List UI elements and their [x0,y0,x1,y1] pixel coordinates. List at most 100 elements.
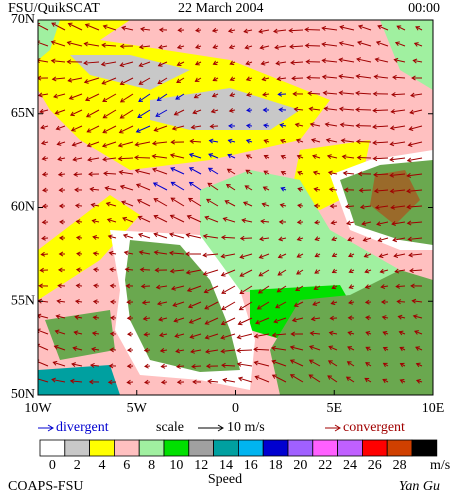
wind-vector [227,154,236,159]
wind-vector [364,377,372,383]
wind-vector [136,183,151,191]
wind-vector [52,77,66,80]
wind-vector [407,205,423,208]
wind-vector-head [245,138,251,144]
wind-vector [71,125,83,132]
wind-vector-head [66,40,72,46]
wind-vector-head [305,59,311,65]
wind-vector [120,109,134,119]
wind-vector-head [92,267,98,273]
wind-vector [121,27,134,31]
wind-vector-head [141,300,147,305]
wind-vector-head [109,267,114,273]
wind-vector-head [109,347,115,353]
wind-vector [139,251,151,255]
wind-vector [170,214,185,223]
wind-vector [189,153,202,159]
wind-vector [102,77,117,85]
wind-vector-head [347,346,353,351]
wind-vector-head [73,330,79,336]
wind-vector-head [363,253,369,258]
wind-vector-head [56,141,62,146]
wind-vector [261,61,270,65]
wind-vector [75,316,83,319]
wind-vector [295,123,304,127]
wind-vector-head [126,331,132,337]
wind-vector-head [206,198,211,204]
wind-vector [362,221,372,225]
wind-vector-head [312,154,317,160]
wind-vector-head [362,237,368,242]
colorbar-box [337,439,363,457]
wind-vector-head [160,363,166,369]
wind-vector [331,301,338,305]
wind-vector [154,233,168,239]
wind-vector-head [119,62,125,68]
wind-vector [221,333,236,339]
wind-vector-head [122,216,128,222]
wind-vector-head [259,236,264,242]
wind-vector-head [58,203,64,209]
wind-vector-head [314,269,320,274]
wind-vector-head [273,28,278,34]
wind-vector [91,348,100,351]
wind-vector-head [314,252,320,258]
wind-vector-head [101,42,106,48]
wind-vector [171,285,185,290]
wind-vector [392,76,406,79]
wind-vector-head [187,303,193,309]
wind-vector [347,346,355,351]
colorbar-label: 24 [343,458,357,473]
colorbar-label: 6 [123,458,130,473]
wind-vector [258,269,270,277]
wind-vector-head [399,362,405,368]
wind-vector [259,253,270,259]
wind-vector-head [275,60,281,66]
wind-vector-head [355,139,361,145]
wind-vector-head [391,92,396,98]
wind-vector-head [74,314,80,320]
wind-vector [363,237,372,242]
wind-vector-head [151,140,157,146]
wind-vector-head [373,172,378,178]
wind-vector [152,155,168,159]
wind-vector-head [157,62,163,67]
wind-vector-head [155,284,161,290]
wind-vector [210,125,219,128]
wind-vector-head [330,220,336,225]
wind-vector-head [87,156,93,162]
wind-vector [68,77,83,82]
wind-vector [103,172,117,175]
land [270,270,433,395]
wind-vector-head [117,142,123,148]
wind-vector-head [205,349,210,354]
wind-vector-head [364,268,370,274]
wind-vector-head [398,330,404,336]
wind-vector [258,285,270,294]
wind-vector [377,25,389,31]
wind-vector [340,124,355,127]
wind-vector-head [195,44,200,50]
wind-vector-head [86,128,92,133]
wind-vector-head [238,305,244,311]
lat-label: 50N [11,387,35,402]
wind-vector-head [262,107,268,113]
wind-vector-head [393,57,399,63]
wind-vector [40,125,49,129]
wind-vector [376,221,389,225]
wind-vector [90,364,100,367]
wind-vector-head [246,92,251,97]
colorbar-label: 22 [318,458,332,473]
wind-vector-head [244,44,250,50]
wind-vector-head [322,90,328,96]
wind-vector-head [227,153,233,159]
wind-vector [211,109,219,113]
wind-vector [103,109,117,119]
wind-vector-head [57,267,63,273]
wind-vector [273,317,287,323]
wind-vector [169,252,185,255]
wind-vector-head [380,284,386,290]
wind-vector-head [259,44,265,50]
wind-vector [175,349,185,353]
wind-vector-head [271,374,277,379]
